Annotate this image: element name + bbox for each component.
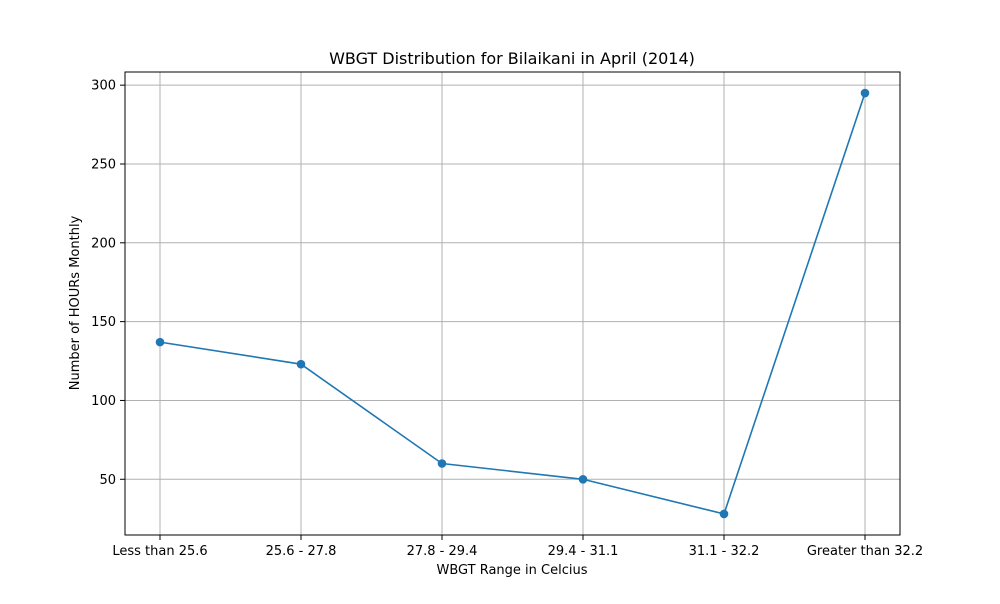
data-point — [155, 337, 165, 347]
series-line — [159, 92, 866, 515]
y-tick-label: 50 — [99, 473, 116, 488]
x-tick-label: 29.4 - 31.1 — [548, 544, 619, 559]
plot-area-frame — [124, 71, 901, 536]
data-point — [578, 474, 588, 484]
x-tick-label: 25.6 - 27.8 — [266, 544, 337, 559]
y-tick-label: 200 — [91, 236, 116, 251]
y-axis-label: Number of HOURs Monthly — [68, 215, 83, 390]
data-point — [296, 359, 306, 369]
x-tick-label: Greater than 32.2 — [807, 544, 923, 559]
chart-title: WBGT Distribution for Bilaikani in April… — [329, 49, 695, 68]
y-tick-label: 250 — [91, 157, 116, 172]
data-point — [860, 88, 870, 98]
x-tick-label: 31.1 - 32.2 — [689, 544, 760, 559]
y-tick-label: 150 — [91, 315, 116, 330]
series-layer — [155, 88, 870, 519]
y-tick-label: 100 — [91, 394, 116, 409]
tick-layer: Less than 25.6 25.6 - 27.8 27.8 - 29.4 29.4… — [91, 79, 923, 559]
x-tick-label: 27.8 - 29.4 — [407, 544, 478, 559]
x-axis-label: WBGT Range in Celcius — [436, 563, 587, 578]
y-tick-label: 300 — [91, 79, 116, 94]
grid-layer — [125, 72, 900, 535]
data-point — [437, 459, 447, 468]
x-tick-label: Less than 25.6 — [112, 544, 207, 559]
data-point — [719, 509, 729, 519]
